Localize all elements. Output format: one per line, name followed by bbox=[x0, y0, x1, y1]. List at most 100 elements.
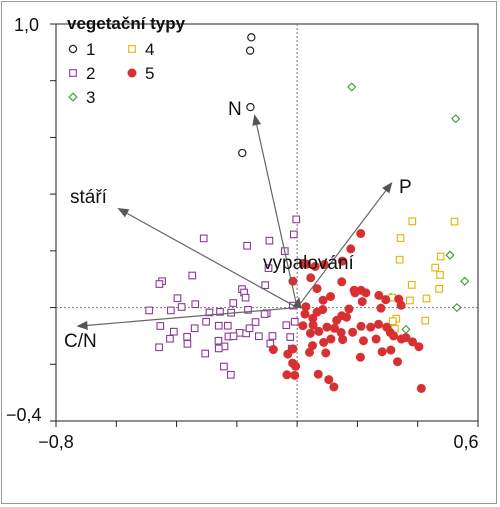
data-point-type-5 bbox=[268, 345, 278, 355]
data-point-type-2 bbox=[205, 308, 214, 317]
data-point-type-4 bbox=[436, 252, 445, 261]
data-point-type-2 bbox=[188, 271, 197, 280]
data-point-type-2 bbox=[201, 349, 210, 358]
legend-marker-5 bbox=[127, 68, 137, 78]
data-point-type-2 bbox=[183, 340, 192, 348]
legend-label: 2 bbox=[86, 64, 95, 83]
data-point-type-4 bbox=[436, 271, 444, 279]
data-point-type-5 bbox=[321, 348, 331, 358]
data-point-type-5 bbox=[300, 309, 310, 319]
data-point-type-1 bbox=[245, 46, 255, 55]
data-point-type-5 bbox=[386, 345, 396, 355]
data-point-type-5 bbox=[319, 259, 329, 269]
data-point-type-5 bbox=[408, 337, 418, 347]
data-point-type-4 bbox=[408, 217, 417, 226]
legend-label: 1 bbox=[86, 40, 95, 59]
data-point-type-3 bbox=[401, 324, 411, 334]
x-tick-label-left: −0,8 bbox=[38, 432, 74, 452]
vector-label: P bbox=[399, 177, 412, 198]
y-tick-label-top: 1,0 bbox=[14, 15, 39, 35]
data-point-type-2 bbox=[170, 327, 178, 336]
data-point-type-5 bbox=[322, 322, 332, 332]
data-point-type-2 bbox=[286, 333, 295, 341]
data-point-type-3 bbox=[460, 276, 470, 286]
data-point-type-5 bbox=[393, 357, 403, 367]
data-point-type-2 bbox=[226, 370, 235, 379]
data-point-type-2 bbox=[214, 344, 223, 353]
data-point-type-5 bbox=[356, 321, 366, 331]
data-point-type-5 bbox=[318, 295, 328, 305]
legend: vegetační typy 1 2 3 4 5 bbox=[67, 14, 186, 107]
vector-arrowhead bbox=[252, 114, 262, 126]
axis-ticks bbox=[50, 23, 479, 427]
data-point-type-5 bbox=[376, 303, 386, 313]
plot-area bbox=[55, 23, 479, 422]
data-point-type-2 bbox=[282, 321, 291, 330]
data-point-type-2 bbox=[290, 317, 299, 326]
data-point-type-2 bbox=[216, 307, 224, 316]
data-point-type-5 bbox=[330, 323, 340, 333]
data-point-type-2 bbox=[220, 362, 228, 371]
data-point-type-5 bbox=[298, 258, 308, 268]
data-point-type-3 bbox=[452, 302, 462, 313]
vector-arrowhead bbox=[76, 320, 88, 330]
data-point-type-5 bbox=[416, 383, 426, 393]
vector-label: stáří bbox=[70, 187, 108, 208]
legend-label: 3 bbox=[86, 88, 95, 107]
data-point-type-2 bbox=[289, 230, 298, 239]
data-point-type-5 bbox=[366, 322, 376, 332]
data-point-type-5 bbox=[357, 297, 367, 307]
data-point-type-5 bbox=[314, 326, 324, 336]
data-point-type-5 bbox=[348, 327, 358, 337]
data-point-type-2 bbox=[251, 318, 260, 326]
data-point-type-5 bbox=[283, 349, 293, 359]
data-point-type-2 bbox=[191, 300, 200, 309]
legend-marker-1 bbox=[68, 44, 78, 54]
data-point-type-2 bbox=[183, 332, 191, 341]
data-point-type-5 bbox=[298, 321, 308, 331]
data-point-type-2 bbox=[255, 332, 263, 341]
data-point-type-5 bbox=[305, 328, 315, 338]
data-point-type-5 bbox=[358, 336, 368, 346]
data-point-type-4 bbox=[421, 316, 430, 325]
data-point-type-2 bbox=[268, 332, 277, 340]
data-point-type-5 bbox=[338, 335, 348, 345]
vector-line bbox=[256, 124, 298, 308]
data-point-type-5 bbox=[312, 307, 322, 317]
data-point-type-4 bbox=[450, 217, 459, 226]
data-point-type-4 bbox=[395, 255, 404, 264]
data-point-type-5 bbox=[282, 370, 292, 380]
data-point-type-5 bbox=[308, 320, 318, 330]
y-tick-label-bottom: −0,4 bbox=[6, 405, 42, 425]
data-point-type-5 bbox=[301, 302, 311, 312]
data-point-type-2 bbox=[223, 321, 232, 330]
vector-label: N bbox=[228, 99, 242, 120]
data-point-type-2 bbox=[199, 234, 208, 243]
data-point-type-2 bbox=[155, 343, 163, 352]
data-point-type-5 bbox=[337, 256, 347, 266]
data-point-type-2 bbox=[214, 336, 223, 345]
legend-label: 5 bbox=[145, 64, 154, 83]
vector-arrowhead bbox=[292, 296, 302, 309]
vector-label: C/N bbox=[64, 331, 97, 352]
data-point-type-2 bbox=[245, 324, 254, 333]
legend-label: 4 bbox=[145, 40, 154, 59]
data-point-type-5 bbox=[306, 273, 316, 283]
legend-marker-4 bbox=[128, 45, 136, 53]
vector-line bbox=[126, 212, 298, 309]
data-point-type-5 bbox=[377, 347, 387, 357]
vector-arrowhead bbox=[382, 181, 393, 194]
data-point-type-2 bbox=[173, 294, 182, 303]
data-point-type-2 bbox=[202, 317, 210, 326]
data-point-type-2 bbox=[229, 299, 238, 307]
legend-title: vegetační typy bbox=[67, 14, 186, 33]
legend-marker-3 bbox=[68, 92, 78, 102]
data-point-type-5 bbox=[389, 331, 399, 341]
data-point-type-5 bbox=[374, 290, 384, 300]
data-point-type-2 bbox=[292, 215, 301, 224]
data-point-type-5 bbox=[381, 295, 391, 305]
data-point-type-4 bbox=[422, 294, 431, 303]
vector-line bbox=[296, 190, 387, 308]
